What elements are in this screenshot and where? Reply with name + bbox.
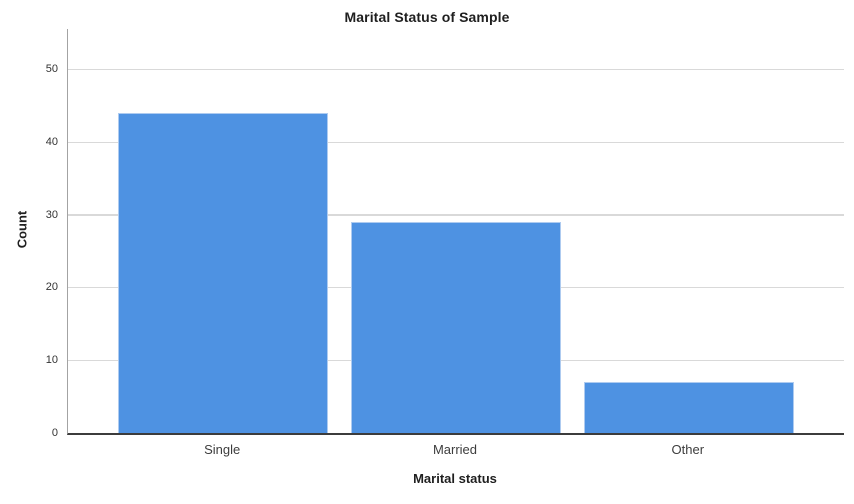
gridline (68, 141, 844, 144)
y-tick-label: 40 (45, 135, 58, 148)
bar-married (351, 222, 561, 433)
x-category-label: Married (432, 442, 478, 457)
y-tick-label: 20 (45, 281, 58, 294)
x-axis-title: Marital status (413, 471, 497, 486)
y-tick-label: 50 (45, 63, 58, 76)
gridline (68, 214, 844, 216)
chart-title: Marital Status of Sample (344, 9, 510, 25)
gridline (68, 68, 844, 71)
x-category-label: Other (671, 442, 705, 457)
x-category-label: Single (204, 442, 241, 457)
plot-area (67, 29, 844, 435)
bar-single (118, 113, 328, 433)
y-tick-label: 0 (51, 426, 58, 439)
y-axis-title: Count (14, 210, 30, 249)
bar-other (584, 382, 794, 433)
y-tick-label: 30 (45, 208, 58, 221)
y-tick-label: 10 (45, 353, 58, 366)
